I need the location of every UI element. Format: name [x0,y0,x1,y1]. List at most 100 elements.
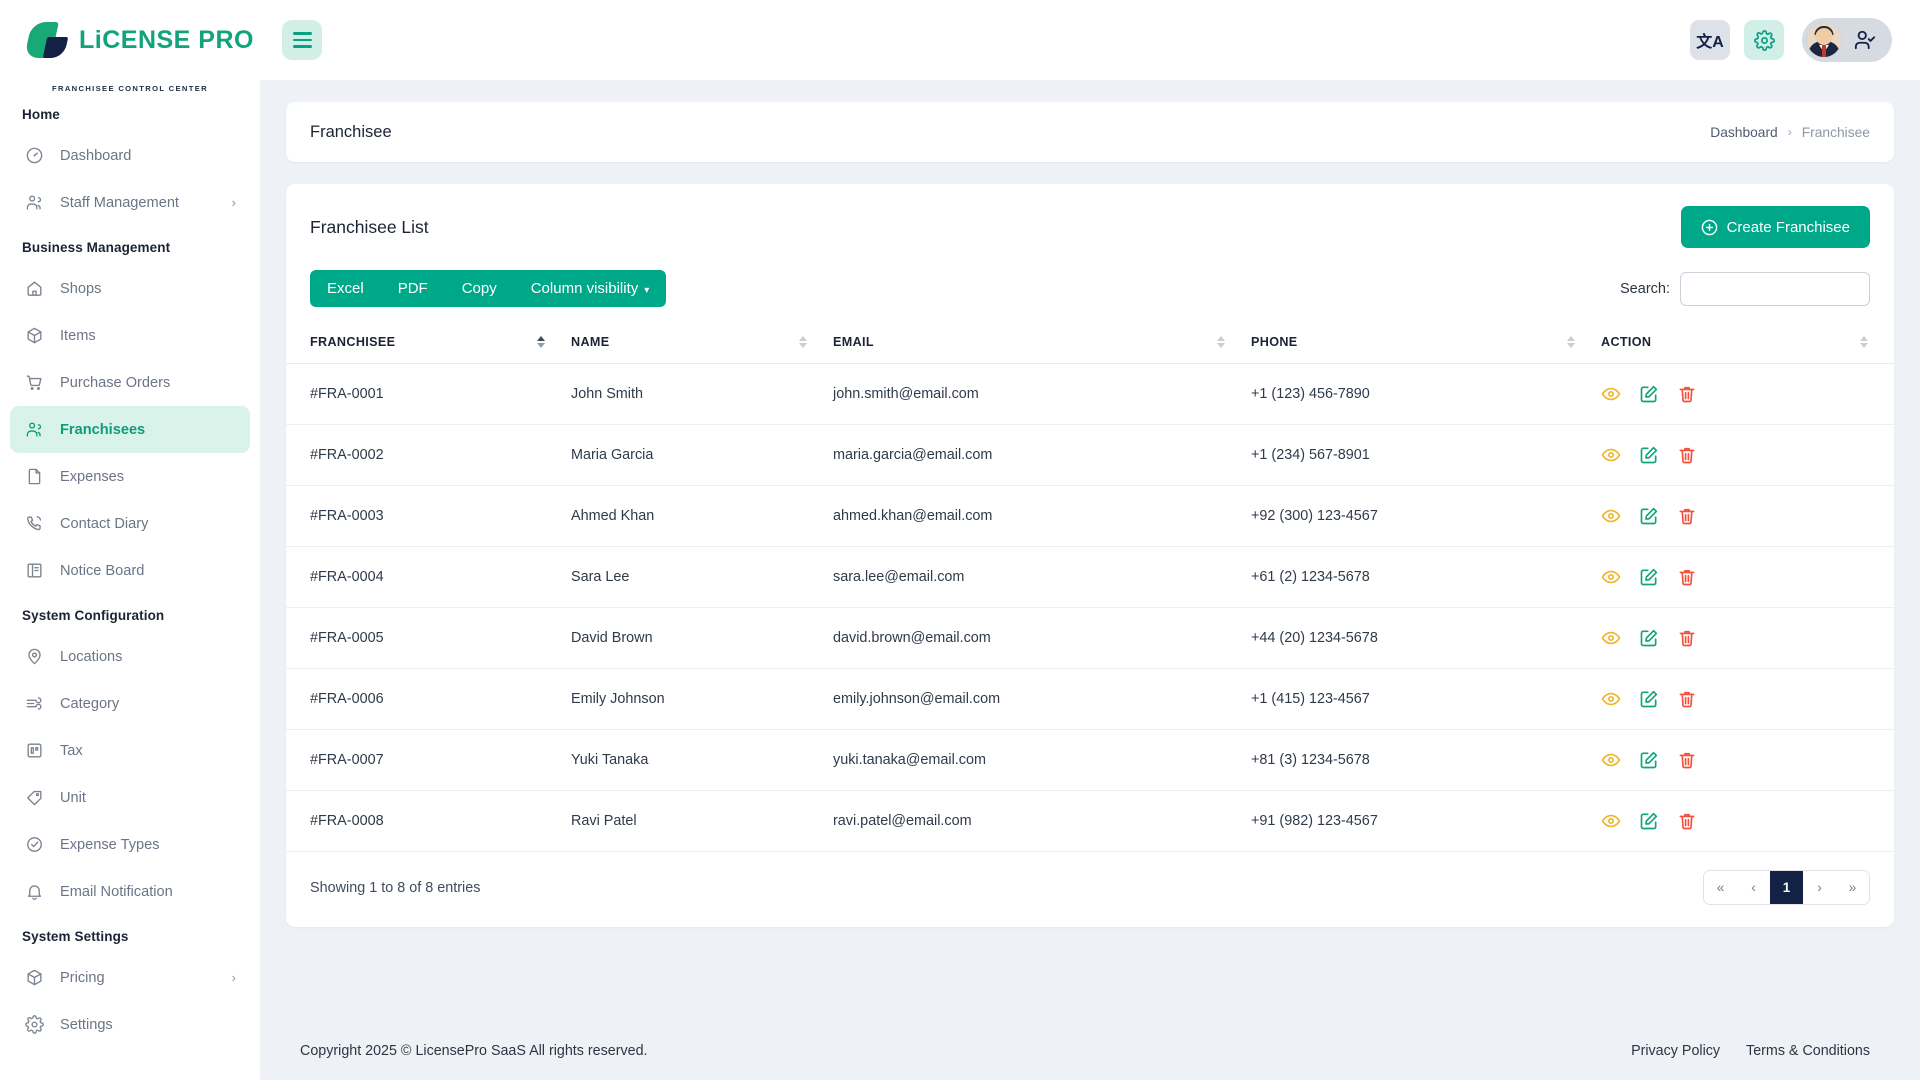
pagination: « ‹ 1 › » [1703,870,1870,905]
sidebar-section-business-management: Business Management [22,240,171,255]
brand-logo[interactable]: LiCENSE PRO [0,0,260,80]
pagination-page-1[interactable]: 1 [1770,871,1803,904]
tag-icon [24,788,44,808]
user-menu[interactable] [1802,18,1892,62]
sidebar-item-dashboard[interactable]: Dashboard [10,132,250,179]
user-check-icon[interactable] [1854,29,1876,51]
sidebar-item-notice-board[interactable]: Notice Board [10,547,250,594]
pagination-prev[interactable]: ‹ [1737,871,1770,904]
users-icon [24,193,44,213]
cell-name: John Smith [571,363,833,425]
delete-icon[interactable] [1677,811,1697,831]
view-icon[interactable] [1601,689,1621,709]
cell-email: ravi.patel@email.com [833,790,1251,852]
cell-actions [1601,485,1894,547]
view-icon[interactable] [1601,567,1621,587]
sidebar-item-staff-management[interactable]: Staff Management › [10,179,250,226]
column-header-action[interactable]: ACTION [1601,321,1894,364]
sidebar-item-label: Dashboard [60,147,132,164]
sidebar-item-contact-diary[interactable]: Contact Diary [10,500,250,547]
view-icon[interactable] [1601,811,1621,831]
sidebar-item-category[interactable]: Category [10,680,250,727]
sidebar-item-tax[interactable]: Tax [10,727,250,774]
sidebar-item-expense-types[interactable]: Expense Types [10,821,250,868]
privacy-policy-link[interactable]: Privacy Policy [1631,1043,1721,1059]
table-row: #FRA-0006 Emily Johnson emily.johnson@emai… [286,668,1894,730]
view-icon[interactable] [1601,628,1621,648]
sidebar-item-label: Franchisees [60,421,146,438]
sort-icon-phone[interactable] [1567,336,1575,348]
sidebar-item-label: Expense Types [60,836,160,853]
sidebar-item-shops[interactable]: Shops [10,265,250,312]
edit-icon[interactable] [1639,567,1659,587]
delete-icon[interactable] [1677,567,1697,587]
delete-icon[interactable] [1677,750,1697,770]
column-header-franchisee[interactable]: FRANCHISEE [286,321,571,364]
sidebar-item-items[interactable]: Items [10,312,250,359]
cell-phone: +61 (2) 1234-5678 [1251,546,1601,608]
breadcrumb-dashboard[interactable]: Dashboard [1710,124,1778,140]
column-visibility-button[interactable]: Column visibility ▾ [514,270,667,307]
sidebar-item-label: Items [60,327,96,344]
export-pdf-button[interactable]: PDF [381,270,445,307]
copy-button[interactable]: Copy [445,270,514,307]
edit-icon[interactable] [1639,689,1659,709]
sidebar-item-unit[interactable]: Unit [10,774,250,821]
franchisee-table: FRANCHISEE NAME EMAIL [286,321,1894,852]
page-title: Franchisee [310,122,392,141]
sort-icon-action[interactable] [1860,336,1868,348]
cell-phone: +1 (123) 456-7890 [1251,363,1601,425]
sidebar-item-label: Staff Management [60,194,179,211]
delete-icon[interactable] [1677,384,1697,404]
cell-email: david.brown@email.com [833,607,1251,669]
edit-icon[interactable] [1639,750,1659,770]
tax-icon [24,741,44,761]
cell-franchisee: #FRA-0007 [286,729,571,791]
delete-icon[interactable] [1677,445,1697,465]
main-area: 文A [260,0,1920,1080]
edit-icon[interactable] [1639,628,1659,648]
terms-conditions-link[interactable]: Terms & Conditions [1746,1043,1870,1059]
delete-icon[interactable] [1677,689,1697,709]
sidebar-item-settings[interactable]: Settings [10,1001,250,1048]
pagination-next[interactable]: › [1803,871,1836,904]
sidebar-item-purchase-orders[interactable]: Purchase Orders [10,359,250,406]
sidebar-item-email-notification[interactable]: Email Notification [10,868,250,915]
gear-icon [24,1015,44,1035]
pagination-first[interactable]: « [1704,871,1737,904]
chevron-right-icon: › [231,970,236,985]
edit-icon[interactable] [1639,506,1659,526]
create-franchisee-button[interactable]: Create Franchisee [1680,206,1870,248]
sidebar-item-locations[interactable]: Locations [10,633,250,680]
search-input[interactable] [1680,271,1870,306]
column-header-phone[interactable]: PHONE [1251,321,1601,364]
cell-franchisee: #FRA-0001 [286,363,571,425]
sidebar-item-pricing[interactable]: Pricing › [10,954,250,1001]
entries-info: Showing 1 to 8 of 8 entries [310,879,481,896]
pagination-last[interactable]: » [1836,871,1869,904]
hamburger-icon[interactable] [282,20,322,60]
sidebar-item-expenses[interactable]: Expenses [10,453,250,500]
content-area: Franchisee Dashboard › Franchisee Franch… [260,80,1920,1022]
column-header-email[interactable]: EMAIL [833,321,1251,364]
sidebar-item-franchisees[interactable]: Franchisees [10,406,250,453]
edit-icon[interactable] [1639,384,1659,404]
copyright-text: Copyright 2025 © LicensePro SaaS All rig… [300,1043,648,1059]
column-header-name[interactable]: NAME [571,321,833,364]
edit-icon[interactable] [1639,445,1659,465]
view-icon[interactable] [1601,384,1621,404]
table-footer: Showing 1 to 8 of 8 entries « ‹ 1 › » [286,852,1894,919]
export-excel-button[interactable]: Excel [310,270,381,307]
gear-icon[interactable] [1744,20,1784,60]
sort-icon-name[interactable] [799,336,807,348]
translate-icon[interactable]: 文A [1690,20,1730,60]
view-icon[interactable] [1601,750,1621,770]
edit-icon[interactable] [1639,811,1659,831]
sort-icon-franchisee[interactable] [537,336,545,348]
view-icon[interactable] [1601,506,1621,526]
view-icon[interactable] [1601,445,1621,465]
sort-icon-email[interactable] [1217,336,1225,348]
sidebar-item-label: Settings [60,1016,113,1033]
delete-icon[interactable] [1677,628,1697,648]
delete-icon[interactable] [1677,506,1697,526]
